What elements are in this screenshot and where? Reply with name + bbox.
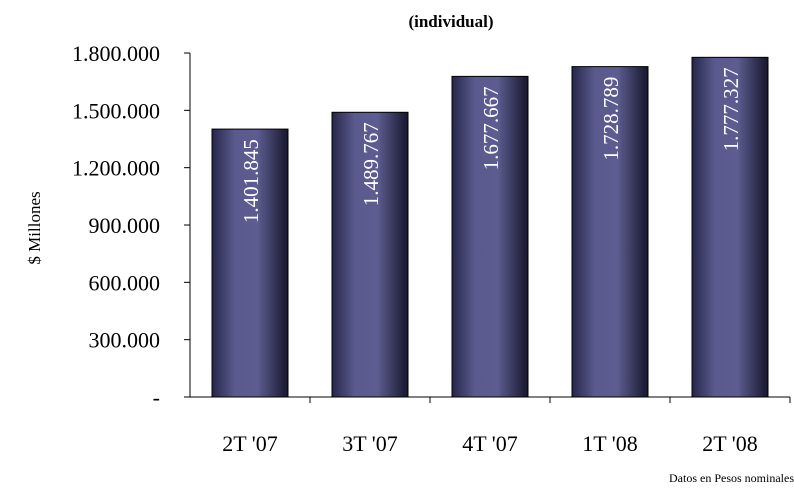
footnote: Datos en Pesos nominales	[669, 471, 794, 485]
x-tick-label: 2T '07	[222, 431, 278, 456]
bar-value-label: 1.401.845	[239, 139, 263, 223]
bar-value-label: 1.728.789	[599, 77, 623, 161]
x-axis-ticks: 2T '07 3T '07 4T '07 1T '08 2T '08	[222, 397, 791, 456]
x-tick-label: 3T '07	[342, 431, 398, 456]
y-axis-label: $ Millones	[25, 191, 44, 264]
x-tick-label: 4T '07	[462, 431, 518, 456]
bar-value-label: 1.677.667	[479, 86, 503, 170]
x-tick-label: 1T '08	[582, 431, 638, 456]
chart-title: (individual)	[408, 12, 493, 31]
y-tick-label: 300.000	[89, 328, 161, 353]
x-tick-label: 2T '08	[702, 431, 758, 456]
bar	[571, 66, 649, 398]
y-tick-label: 1.800.000	[72, 41, 160, 66]
y-tick-label: 600.000	[89, 270, 161, 295]
bar-value-label: 1.777.327	[719, 67, 743, 151]
bars: 1.401.845 1.489.767 1.677.667 1.728.789 1.77…	[211, 56, 769, 398]
y-tick-label: 1.200.000	[72, 156, 160, 181]
bar	[331, 111, 409, 398]
y-tick-label: 1.500.000	[72, 98, 160, 123]
bar	[451, 75, 529, 398]
y-tick-label: 900.000	[89, 213, 161, 238]
y-axis-ticks: - 300.000 600.000 900.000 1.200.000 1.500.000…	[72, 41, 190, 410]
bar	[691, 56, 769, 398]
bar-value-label: 1.489.767	[359, 122, 383, 206]
y-tick-label: -	[153, 385, 160, 410]
